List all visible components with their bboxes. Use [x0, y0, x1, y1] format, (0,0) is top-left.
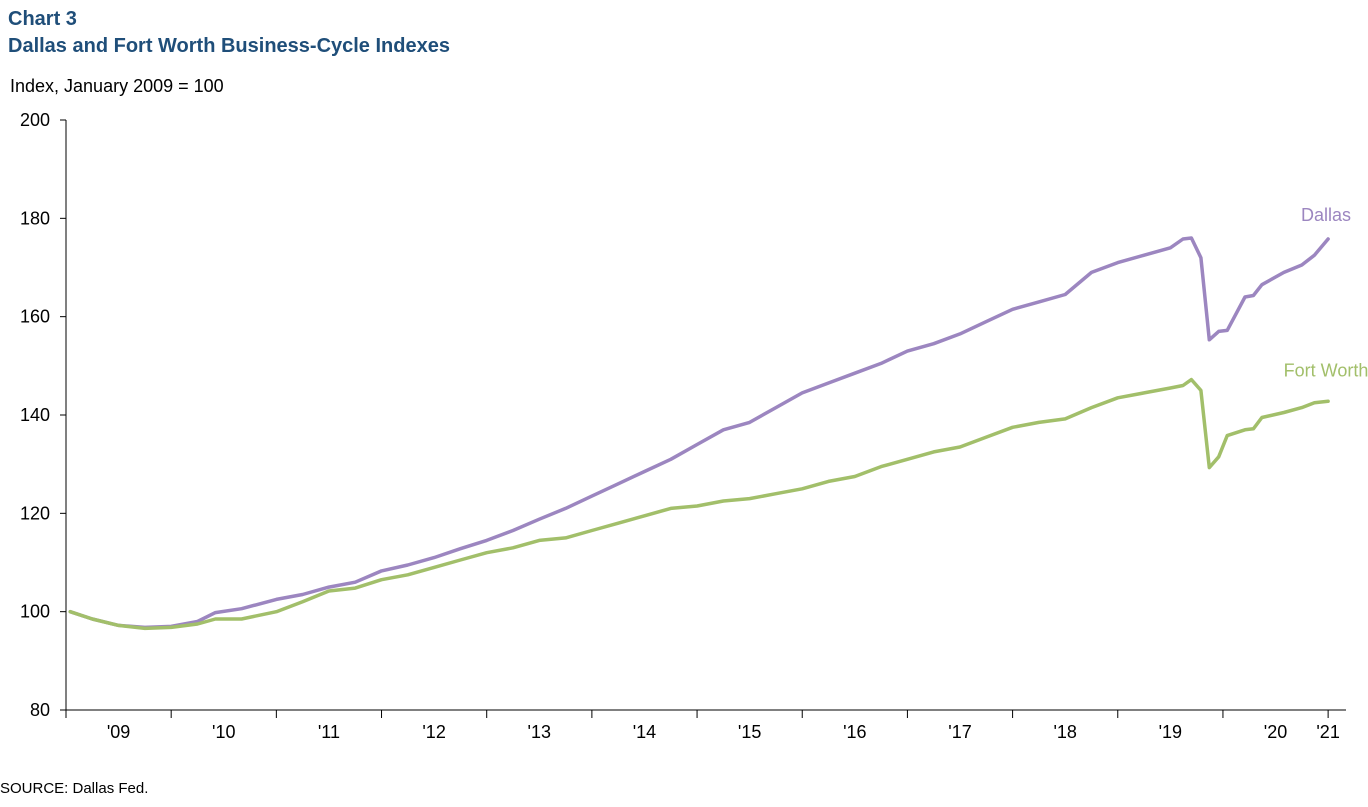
y-tick-label-200: 200: [20, 110, 50, 130]
x-tick-label-09: '09: [107, 722, 130, 742]
x-tick-label-11: '11: [318, 722, 340, 742]
x-tick-label-15: '15: [738, 722, 761, 742]
x-tick-label-13: '13: [528, 722, 551, 742]
chart-label: Chart 3: [8, 8, 77, 30]
x-tick-label-12: '12: [422, 722, 445, 742]
y-tick-label-160: 160: [20, 307, 50, 327]
x-tick-label-21: '21: [1316, 722, 1339, 742]
y-tick-label-180: 180: [20, 208, 50, 228]
y-axis-unit-label: Index, January 2009 = 100: [10, 76, 224, 96]
chart-series: [68, 236, 1330, 631]
x-tick-label-10: '10: [212, 722, 235, 742]
x-tick-label-20: '20: [1264, 722, 1287, 742]
dallas-series-line: [68, 236, 1330, 630]
x-tick-label-16: '16: [843, 722, 866, 742]
chart-labels: Dallas Fort Worth: [1284, 205, 1368, 381]
fort-worth-series-line: [68, 377, 1330, 631]
y-tick-label-80: 80: [30, 700, 50, 720]
source-note: SOURCE: Dallas Fed.: [0, 780, 149, 797]
chart-title: Dallas and Fort Worth Business-Cycle Ind…: [8, 35, 450, 57]
y-tick-label-140: 140: [20, 405, 50, 425]
x-tick-label-19: '19: [1159, 722, 1182, 742]
x-tick-label-17: '17: [948, 722, 971, 742]
x-tick-label-14: '14: [633, 722, 656, 742]
x-tick-label-18: '18: [1053, 722, 1076, 742]
y-tick-label-120: 120: [20, 503, 50, 523]
dallas-series-label: Dallas: [1301, 205, 1351, 225]
fort-worth-series-label: Fort Worth: [1284, 361, 1368, 381]
chart-axes: 80 100 120 140 160 180 200 '09 '10 '11 '12 '13 '14 '1…: [20, 110, 1346, 742]
y-tick-label-100: 100: [20, 602, 50, 622]
